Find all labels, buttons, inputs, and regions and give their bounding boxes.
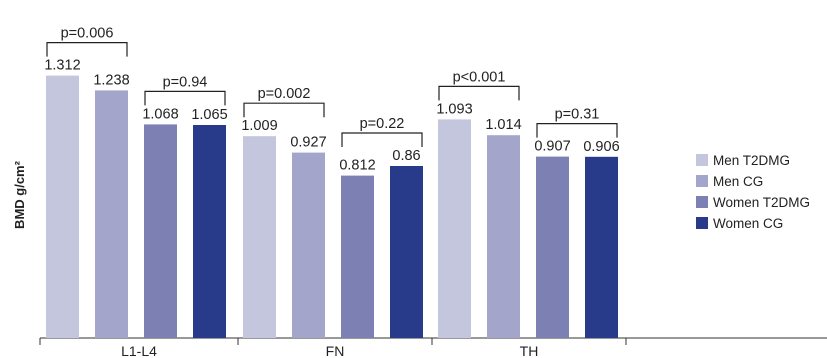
x-axis-ticks [39,338,627,345]
bar [46,75,79,338]
bar [292,152,325,338]
bar [536,156,569,338]
bar [95,90,128,339]
significance-bracket [438,85,520,101]
p-value-label: p=0.31 [555,107,600,123]
legend-label: Women CG [713,216,783,231]
legend-swatch [696,154,708,166]
legend-swatch [696,196,708,208]
significance-brackets: p=0.006 p=0.94 p=0.002 p=0.22 p<0.001 p=0.31 [46,26,618,147]
data-label: 0.906 [583,139,619,155]
bar [144,124,177,339]
data-label: 1.312 [44,58,80,74]
value-labels: 1.312 1.009 1.093 1.238 0.927 1.014 1.068 0.812… [44,58,619,174]
significance-bracket [341,132,423,147]
x-axis-category-labels: L1-L4 FN TH [121,343,538,358]
data-label: 1.009 [241,118,277,134]
p-value-label: p=0.002 [258,86,311,102]
data-label: 1.238 [93,72,129,88]
legend: Men T2DMG Men CG Women T2DMG Women CG [696,153,810,231]
data-label: 1.093 [436,101,472,117]
bar [243,136,276,338]
legend-label: Women T2DMG [713,195,810,210]
p-value-label: p=0.006 [61,26,114,42]
legend-swatch [696,175,708,187]
bar [341,175,374,338]
data-label: 0.907 [534,139,570,155]
data-label: 1.068 [142,106,178,122]
p-value-label: p=0.94 [163,74,208,90]
data-label: 0.927 [290,135,326,151]
significance-bracket [144,90,226,106]
category-label: FN [326,343,345,358]
category-label: TH [520,343,539,358]
legend-swatch [696,217,708,229]
legend-label: Men T2DMG [713,153,790,168]
y-axis-label: BMD g/cm² [12,160,27,229]
data-label: 0.812 [339,158,375,174]
bar [585,156,618,338]
bar [487,135,520,338]
bars [46,75,618,339]
bar [193,125,226,338]
bar [390,166,423,338]
p-value-label: p<0.001 [453,69,506,85]
p-value-label: p=0.22 [360,116,405,132]
data-label: 1.014 [485,117,521,133]
data-label: 1.065 [191,107,227,123]
significance-bracket [243,102,325,118]
significance-bracket [46,42,128,57]
data-label: 0.86 [392,148,420,164]
category-label: L1-L4 [121,343,157,358]
bar [438,119,471,339]
significance-bracket [536,123,618,138]
legend-label: Men CG [713,174,763,189]
